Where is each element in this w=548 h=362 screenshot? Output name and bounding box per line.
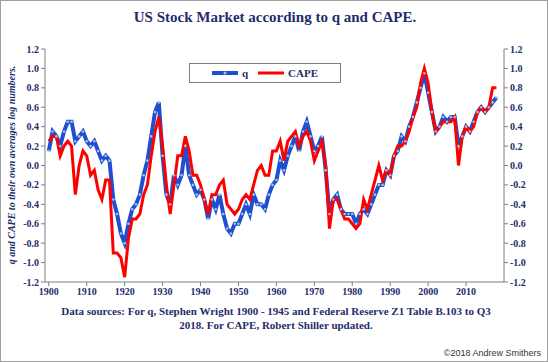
html-text:Data sources: For q, Stephen W: Data sources: For q, Stephen Wright 1900… <box>61 305 491 331</box>
svg-text:-0.6: -0.6 <box>23 218 39 229</box>
svg-text:0.2: 0.2 <box>27 141 40 152</box>
html-text:q: q <box>242 67 249 79</box>
svg-text:1900: 1900 <box>39 286 59 297</box>
svg-text:-0.2: -0.2 <box>23 179 39 190</box>
svg-text:1.0: 1.0 <box>27 63 40 74</box>
svg-text:1930: 1930 <box>153 286 173 297</box>
svg-text:0.2: 0.2 <box>510 141 523 152</box>
svg-text:1.2: 1.2 <box>510 44 523 55</box>
svg-text:-0.4: -0.4 <box>23 199 39 210</box>
svg-text:0.4: 0.4 <box>510 121 523 132</box>
svg-text:1990: 1990 <box>380 286 400 297</box>
svg-text:1.2: 1.2 <box>27 44 40 55</box>
svg-text:-1.2: -1.2 <box>510 277 526 288</box>
html-text:US Stock Market according to q: US Stock Market according to q and CAPE. <box>133 9 417 25</box>
svg-text:0.0: 0.0 <box>27 160 40 171</box>
svg-text:1960: 1960 <box>266 286 286 297</box>
html-text:q and CAPE to their own averag: q and CAPE to their own averages log num… <box>5 65 17 265</box>
svg-text:1980: 1980 <box>342 286 362 297</box>
svg-text:-0.8: -0.8 <box>23 238 39 249</box>
svg-text:-0.6: -0.6 <box>510 218 526 229</box>
svg-text:1970: 1970 <box>304 286 324 297</box>
svg-text:-0.2: -0.2 <box>510 179 526 190</box>
svg-text:1.0: 1.0 <box>510 63 523 74</box>
svg-text:-1.0: -1.0 <box>510 257 526 268</box>
svg-text:1940: 1940 <box>191 286 211 297</box>
svg-text:-0.4: -0.4 <box>510 199 526 210</box>
html-text:CAPE: CAPE <box>288 67 318 79</box>
svg-text:-1.0: -1.0 <box>23 257 39 268</box>
svg-text:0.0: 0.0 <box>510 160 523 171</box>
svg-text:1950: 1950 <box>228 286 248 297</box>
svg-text:0.4: 0.4 <box>27 121 40 132</box>
svg-text:0.6: 0.6 <box>27 102 40 113</box>
svg-text:-1.2: -1.2 <box>23 277 39 288</box>
svg-text:1910: 1910 <box>77 286 97 297</box>
html-text:©2018 Andrew Smithers: ©2018 Andrew Smithers <box>443 348 541 358</box>
svg-text:2000: 2000 <box>418 286 438 297</box>
svg-text:1920: 1920 <box>115 286 135 297</box>
svg-text:-0.8: -0.8 <box>510 238 526 249</box>
svg-text:0.6: 0.6 <box>510 102 523 113</box>
svg-text:0.8: 0.8 <box>510 82 523 93</box>
svg-text:2010: 2010 <box>456 286 476 297</box>
svg-text:0.8: 0.8 <box>27 82 40 93</box>
